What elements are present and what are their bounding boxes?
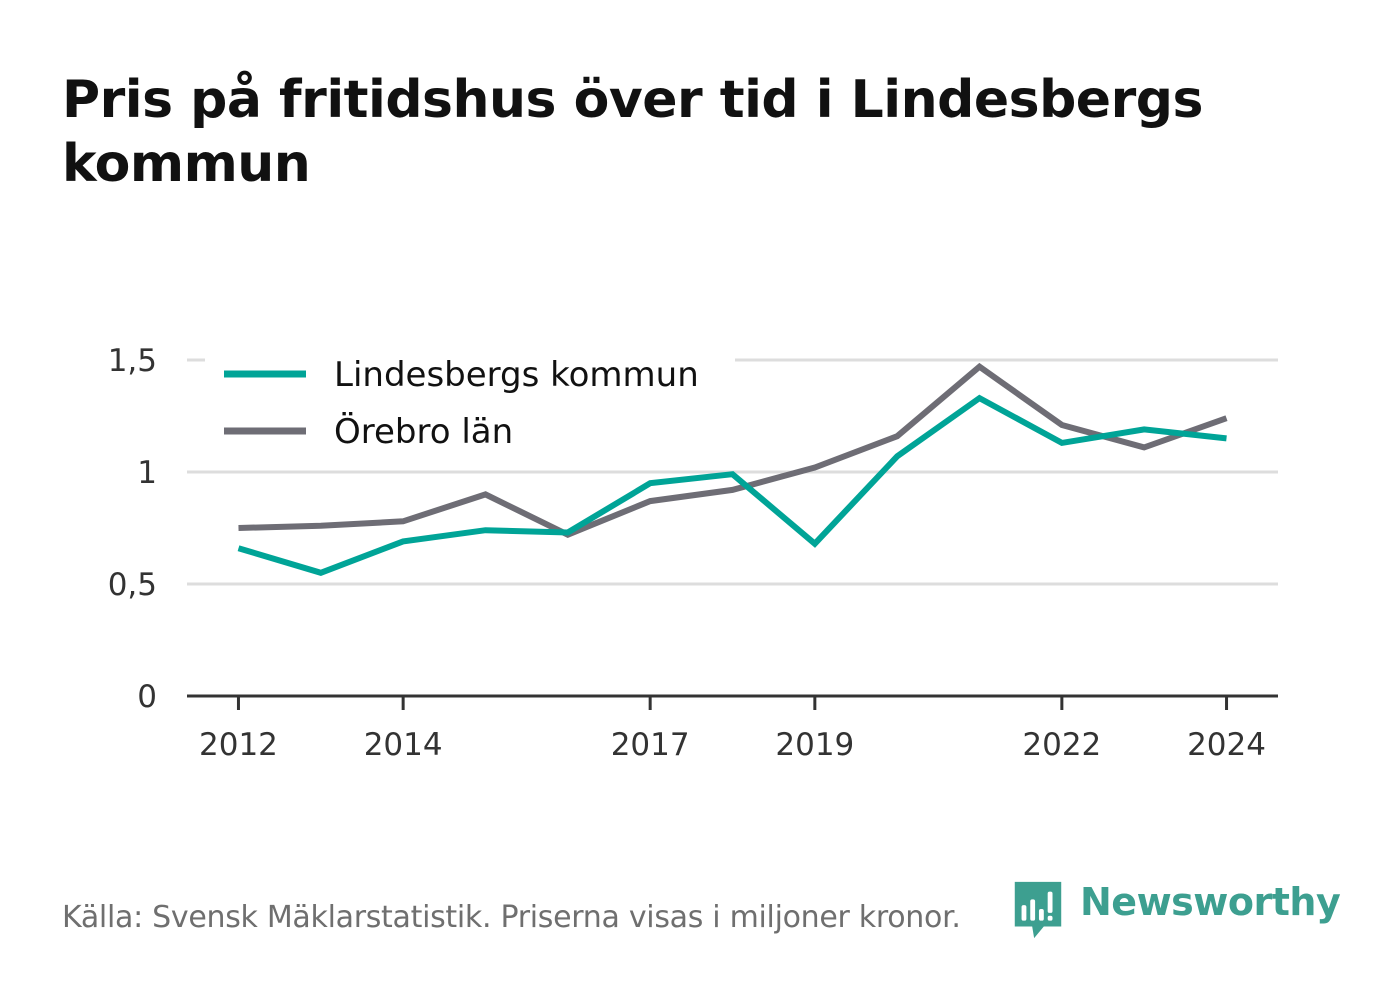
x-tick-label: 2017 (611, 727, 690, 763)
legend-label: Örebro län (334, 411, 513, 452)
x-tick-label: 2012 (199, 727, 278, 763)
y-tick-label: 0,5 (108, 567, 157, 603)
y-tick-label: 1,5 (108, 343, 157, 379)
chart-title: Pris på fritidshus över tid i Lindesberg… (62, 70, 1203, 194)
y-tick-label: 0 (137, 679, 157, 715)
legend-background (205, 350, 735, 468)
series-lines (237, 362, 1228, 576)
y-tick-label: 1 (137, 455, 157, 491)
legend-label: Lindesbergs kommun (334, 355, 699, 395)
newsworthy-logo-icon (1014, 881, 1062, 939)
legend: Lindesbergs kommun Örebro län (205, 350, 735, 468)
x-tick-label: 2014 (364, 727, 443, 763)
y-axis: 0 0,5 1 1,5 (108, 343, 157, 715)
x-tick-labels: 2012 2014 2017 2019 2022 2024 (199, 727, 1266, 763)
x-tick-label: 2019 (775, 727, 854, 763)
newsworthy-brand-text: Newsworthy (1080, 880, 1341, 924)
x-tick-label: 2022 (1022, 727, 1101, 763)
x-tick-label: 2024 (1187, 727, 1266, 763)
x-axis (187, 694, 1278, 710)
source-note: Källa: Svensk Mäklarstatistik. Priserna … (62, 900, 961, 935)
